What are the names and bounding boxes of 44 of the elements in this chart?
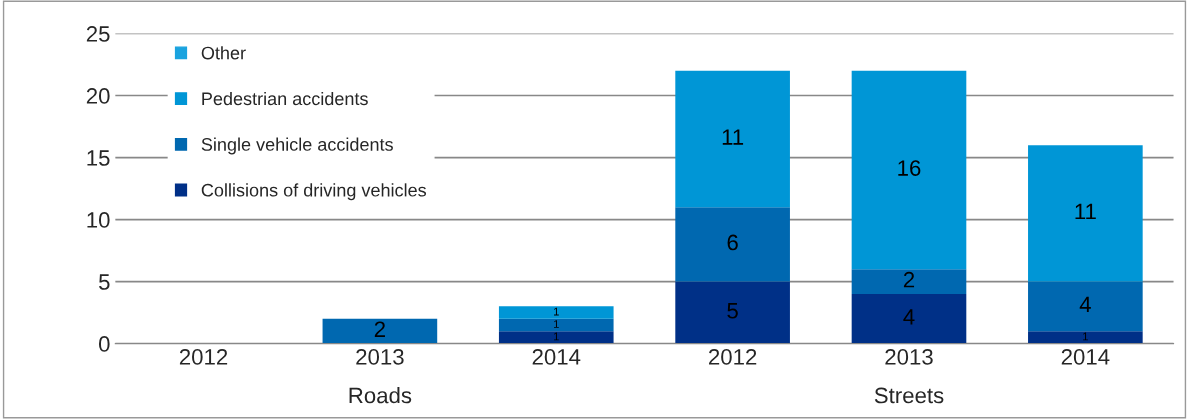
bar bbox=[498, 306, 614, 319]
y-tick-label: 0 bbox=[98, 336, 110, 352]
bar bbox=[1028, 331, 1143, 344]
data-label: 16 bbox=[898, 160, 921, 176]
bar bbox=[1028, 281, 1143, 332]
legend-label: Single vehicle accidents bbox=[201, 137, 393, 155]
legend-label: Pedestrian accidents bbox=[202, 91, 368, 106]
data-label: 1 bbox=[554, 307, 559, 316]
bar bbox=[322, 318, 438, 344]
text: Roads bbox=[349, 386, 412, 404]
y-tick-label: 20 bbox=[86, 88, 110, 104]
data-label: 1 bbox=[554, 320, 559, 328]
x-tick-label: 2014 bbox=[1061, 349, 1110, 365]
data-label: 4 bbox=[1079, 296, 1091, 313]
data-label: 11 bbox=[1075, 203, 1096, 220]
x-tick-label: 2012 bbox=[179, 349, 228, 365]
bar bbox=[498, 318, 614, 332]
x-tick-label: 2012 bbox=[709, 349, 757, 365]
legend-label: Collisions of driving vehicles bbox=[201, 183, 427, 201]
x-tick-label: 2013 bbox=[356, 349, 404, 365]
data-label: 6 bbox=[727, 234, 738, 251]
bar bbox=[851, 293, 967, 344]
bar bbox=[675, 207, 790, 282]
data-label: 1 bbox=[554, 332, 559, 341]
y-tick-label: 25 bbox=[86, 26, 110, 42]
data-label: 11 bbox=[722, 129, 744, 145]
bar bbox=[851, 70, 967, 270]
bar bbox=[675, 70, 790, 208]
data-label: 4 bbox=[903, 309, 915, 325]
legend-label: Other bbox=[201, 46, 246, 60]
data-label: 1 bbox=[1083, 332, 1088, 341]
y-tick-label: 5 bbox=[99, 274, 110, 290]
bar bbox=[675, 281, 790, 344]
bar bbox=[1028, 145, 1143, 282]
y-tick-label: 15 bbox=[87, 150, 110, 166]
x-tick-label: 2013 bbox=[885, 349, 933, 365]
data-label: 5 bbox=[727, 303, 738, 319]
data-label: 2 bbox=[903, 271, 915, 288]
bar bbox=[498, 331, 614, 344]
bar bbox=[851, 269, 967, 294]
data-label: 2 bbox=[374, 321, 385, 337]
x-tick-label: 2014 bbox=[532, 349, 581, 365]
y-tick-label: 10 bbox=[87, 212, 110, 228]
text: Streets bbox=[874, 387, 944, 404]
